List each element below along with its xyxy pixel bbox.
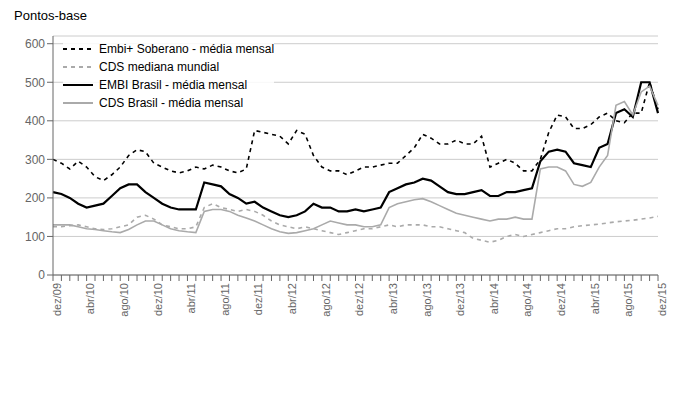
svg-text:ago/13: ago/13 bbox=[421, 283, 433, 317]
svg-text:ago/15: ago/15 bbox=[622, 283, 634, 317]
svg-text:abr/15: abr/15 bbox=[589, 283, 601, 314]
svg-text:dez/09: dez/09 bbox=[51, 283, 63, 316]
svg-text:ago/11: ago/11 bbox=[219, 283, 231, 316]
html-text:EMBI Brasil - média mensal: EMBI Brasil - média mensal bbox=[99, 78, 247, 92]
html-text:Embi+ Soberano - média mensal: Embi+ Soberano - média mensal bbox=[99, 42, 275, 56]
svg-text:abr/12: abr/12 bbox=[286, 283, 298, 314]
svg-text:600: 600 bbox=[25, 37, 45, 51]
html-text:CDS mediana mundial: CDS mediana mundial bbox=[99, 60, 220, 74]
html-text:Pontos-base: Pontos-base bbox=[14, 8, 87, 23]
svg-text:100: 100 bbox=[25, 230, 45, 244]
svg-text:200: 200 bbox=[25, 191, 45, 205]
svg-text:abr/11: abr/11 bbox=[185, 283, 197, 313]
svg-text:dez/11: dez/11 bbox=[252, 283, 264, 315]
html-text:CDS Brasil - média mensal: CDS Brasil - média mensal bbox=[99, 96, 243, 110]
svg-text:400: 400 bbox=[25, 114, 45, 128]
svg-text:dez/12: dez/12 bbox=[353, 283, 365, 316]
svg-text:300: 300 bbox=[25, 153, 45, 167]
svg-text:0: 0 bbox=[38, 268, 45, 282]
svg-text:dez/13: dez/13 bbox=[454, 283, 466, 316]
svg-text:ago/10: ago/10 bbox=[118, 283, 130, 317]
svg-text:abr/10: abr/10 bbox=[84, 283, 96, 314]
svg-text:abr/14: abr/14 bbox=[488, 283, 500, 314]
svg-text:ago/12: ago/12 bbox=[320, 283, 332, 317]
svg-text:dez/15: dez/15 bbox=[656, 283, 668, 316]
svg-text:ago/14: ago/14 bbox=[521, 283, 533, 317]
svg-text:dez/10: dez/10 bbox=[152, 283, 164, 316]
svg-text:500: 500 bbox=[25, 76, 45, 90]
svg-text:dez/14: dez/14 bbox=[555, 283, 567, 316]
svg-text:abr/13: abr/13 bbox=[387, 283, 399, 314]
